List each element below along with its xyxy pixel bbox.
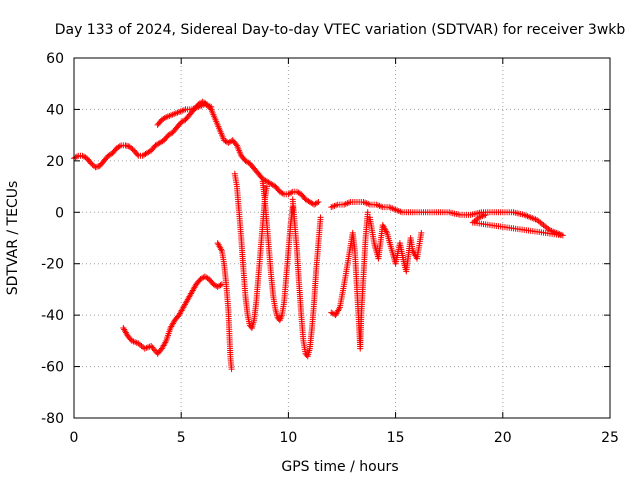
series-points bbox=[328, 199, 418, 216]
series-points bbox=[328, 209, 371, 352]
chart-title: Day 133 of 2024, Sidereal Day-to-day VTE… bbox=[55, 22, 626, 38]
data-point bbox=[126, 143, 133, 150]
data-point bbox=[288, 189, 295, 196]
data-point bbox=[87, 159, 94, 166]
x-tick-label: 25 bbox=[601, 430, 619, 446]
y-tick-label: 60 bbox=[46, 51, 64, 67]
data-point bbox=[89, 161, 96, 168]
y-tick-label: -80 bbox=[41, 411, 64, 427]
x-tick-label: 10 bbox=[279, 430, 297, 446]
data-point bbox=[317, 214, 324, 221]
series-points bbox=[120, 273, 225, 357]
data-point bbox=[315, 199, 322, 205]
series-points bbox=[154, 101, 215, 128]
y-tick-label: -20 bbox=[41, 257, 64, 273]
data-point bbox=[116, 143, 123, 150]
data-point bbox=[279, 190, 286, 197]
series-points bbox=[71, 98, 322, 208]
plot-frame bbox=[73, 57, 611, 419]
data-point bbox=[129, 146, 136, 153]
y-tick-label: 40 bbox=[46, 102, 64, 118]
data-point bbox=[134, 151, 141, 158]
y-tick-label: 0 bbox=[55, 205, 64, 221]
x-tick-label: 20 bbox=[494, 430, 512, 446]
y-axis-label: SDTVAR / TECUs bbox=[5, 181, 21, 296]
series-points bbox=[414, 209, 566, 239]
x-axis-label: GPS time / hours bbox=[281, 459, 398, 475]
data-point bbox=[161, 115, 168, 121]
data-point bbox=[208, 103, 215, 110]
y-tick-label: -40 bbox=[41, 308, 64, 324]
data-points bbox=[71, 98, 566, 373]
data-point bbox=[482, 211, 489, 218]
data-point bbox=[313, 199, 320, 206]
data-point bbox=[73, 153, 80, 160]
x-tick-label: 5 bbox=[177, 430, 186, 446]
x-tick-labels: 0 5 10 15 20 25 bbox=[70, 430, 619, 446]
y-tick-labels: -80 -60 -40 -20 0 20 40 60 bbox=[41, 51, 64, 427]
series-points bbox=[259, 178, 296, 324]
x-tick-label: 15 bbox=[387, 430, 405, 446]
data-point bbox=[88, 160, 95, 167]
grid bbox=[74, 58, 610, 418]
series-points bbox=[214, 240, 235, 373]
data-point bbox=[364, 209, 371, 216]
data-point bbox=[418, 229, 425, 236]
data-point bbox=[128, 145, 135, 151]
series-points bbox=[366, 214, 425, 275]
data-point bbox=[263, 183, 270, 190]
data-point bbox=[228, 366, 235, 373]
data-point bbox=[217, 282, 224, 289]
y-tick-label: 20 bbox=[46, 154, 64, 170]
axis-ticks bbox=[73, 57, 611, 419]
y-tick-label: -60 bbox=[41, 360, 64, 376]
series-points bbox=[289, 196, 324, 360]
x-tick-label: 0 bbox=[70, 430, 79, 446]
